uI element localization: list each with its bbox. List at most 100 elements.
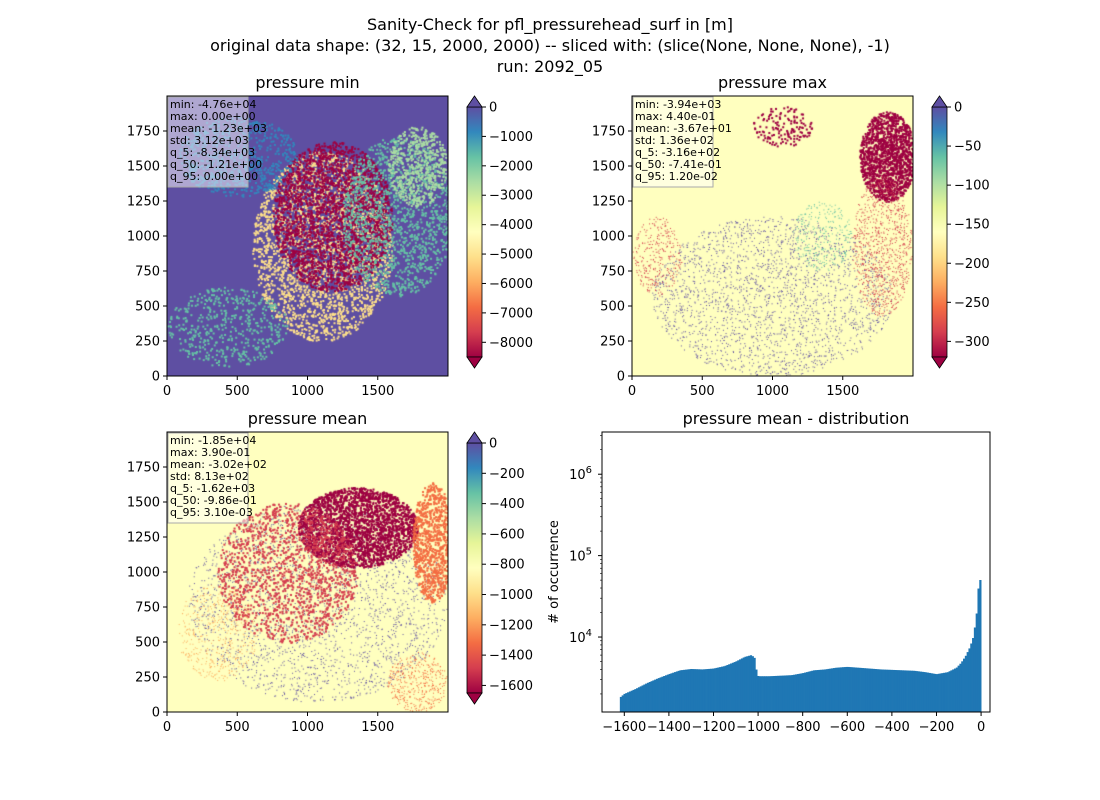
- histogram-bar: [641, 685, 644, 712]
- histogram-bar: [923, 672, 926, 712]
- colorbar-extend-min: [466, 356, 483, 369]
- x-tick-label: 1500: [826, 384, 859, 399]
- histogram-bar: [717, 667, 720, 712]
- histogram-bar: [843, 667, 847, 712]
- histogram-bar: [679, 670, 682, 712]
- histogram-bar: [814, 670, 818, 712]
- histogram-bar: [742, 657, 745, 712]
- colorbar-tick-label: −2000: [489, 159, 533, 174]
- y-tick-label: 250: [600, 335, 625, 350]
- heatmap-panel-3: pressure mean 0 500 1000 1500 0 250 500 750 1000 1…: [127, 409, 533, 735]
- x-tick-label: −1000: [736, 720, 780, 735]
- histogram-bar: [668, 673, 671, 712]
- x-tick-label: −400: [874, 720, 910, 735]
- stats-line: q_95: 3.10e-03: [170, 506, 253, 519]
- y-tick-label: 0: [152, 370, 160, 385]
- histogram-bar: [948, 671, 951, 712]
- histogram-bar: [888, 669, 892, 712]
- panel-title: pressure mean - distribution: [683, 409, 910, 428]
- panel-title: pressure min: [255, 73, 359, 92]
- histogram-bar: [863, 668, 866, 712]
- histogram-bar: [780, 675, 783, 712]
- stats-line: q_5: -3.16e+02: [635, 146, 720, 159]
- y-tick-label: 1750: [127, 125, 160, 140]
- histogram-bar: [773, 675, 776, 712]
- colorbar-extend-max: [466, 95, 483, 108]
- histogram-bar: [963, 658, 966, 712]
- y-tick-label: 500: [135, 300, 160, 315]
- y-tick-label: 1750: [592, 125, 625, 140]
- histogram-bar: [879, 669, 883, 712]
- histogram-bar: [930, 673, 933, 712]
- histogram-bar: [816, 670, 819, 712]
- histogram-bar: [683, 669, 686, 712]
- colorbar: [931, 106, 948, 358]
- stats-line: mean: -3.67e+01: [635, 122, 732, 135]
- histogram-bar: [748, 655, 751, 712]
- colorbar-tick-label: −1000: [489, 588, 533, 603]
- histogram-bar: [757, 675, 760, 712]
- histogram-bar: [758, 676, 762, 712]
- colorbar-tick-label: −1000: [489, 130, 533, 145]
- histogram-bar: [818, 669, 821, 712]
- histogram-bar: [637, 687, 641, 712]
- histogram-bar: [657, 678, 660, 712]
- histogram-bar: [809, 671, 812, 712]
- histogram-bar: [878, 669, 881, 712]
- histogram-bar: [972, 638, 975, 712]
- x-tick-label: 0: [628, 384, 636, 399]
- histogram-bar: [874, 669, 877, 712]
- histogram-bar: [944, 672, 948, 712]
- histogram-bar: [782, 675, 785, 712]
- histogram-bar: [950, 670, 953, 712]
- histogram-bar: [798, 673, 801, 712]
- histogram-bar: [966, 652, 969, 712]
- histogram-bar: [829, 668, 832, 712]
- histogram-bar: [802, 673, 805, 712]
- histogram-bar: [820, 669, 823, 712]
- x-tick-label: −1200: [692, 720, 736, 735]
- colorbar: [466, 442, 483, 694]
- histogram-bar: [921, 671, 924, 712]
- x-tick-label: 0: [163, 720, 171, 735]
- histogram-bar: [885, 669, 888, 712]
- y-tick-label: 0: [617, 370, 625, 385]
- stats-line: q_50: -7.41e-01: [635, 158, 722, 171]
- histogram-bar: [681, 670, 684, 712]
- stats-line: q_95: 1.20e-02: [635, 170, 718, 183]
- histogram-bar: [715, 667, 718, 712]
- histogram-bar: [849, 667, 852, 712]
- histogram-bar: [852, 667, 856, 712]
- stats-line: max: 4.40e-01: [635, 110, 715, 123]
- y-tick-label: 500: [135, 636, 160, 651]
- histogram-bar: [775, 675, 778, 712]
- y-tick-label: 1000: [127, 230, 160, 245]
- y-tick-label: 750: [600, 265, 625, 280]
- stats-line: max: 0.00e+00: [170, 110, 256, 123]
- histogram-bar: [968, 648, 971, 712]
- stats-line: mean: -1.23e+03: [170, 122, 267, 135]
- histogram-bar: [767, 676, 771, 712]
- histogram-bar: [666, 674, 670, 712]
- histogram-bar: [737, 660, 740, 712]
- histogram-bar: [733, 662, 736, 712]
- histogram-bar: [634, 689, 637, 712]
- colorbar-tick-label: −150: [954, 218, 990, 233]
- histogram-bar: [919, 671, 922, 712]
- y-tick-label: 106: [569, 465, 592, 483]
- histogram-bar: [832, 668, 836, 712]
- histogram-bar: [739, 659, 742, 712]
- y-tick-label: 104: [569, 628, 592, 646]
- histogram-bar: [713, 668, 716, 712]
- x-tick-label: −600: [829, 720, 865, 735]
- colorbar-tick-label: −600: [489, 527, 525, 542]
- histogram-bar: [854, 667, 857, 712]
- histogram-bar: [804, 672, 807, 712]
- histogram-bar: [784, 675, 787, 712]
- heatmap-panel-1: pressure min 0 500 1000 1500 0 250 500 750 1000 12…: [127, 73, 533, 399]
- y-tick-label: 250: [135, 335, 160, 350]
- histogram-bar: [636, 688, 639, 712]
- histogram-bar: [973, 627, 977, 712]
